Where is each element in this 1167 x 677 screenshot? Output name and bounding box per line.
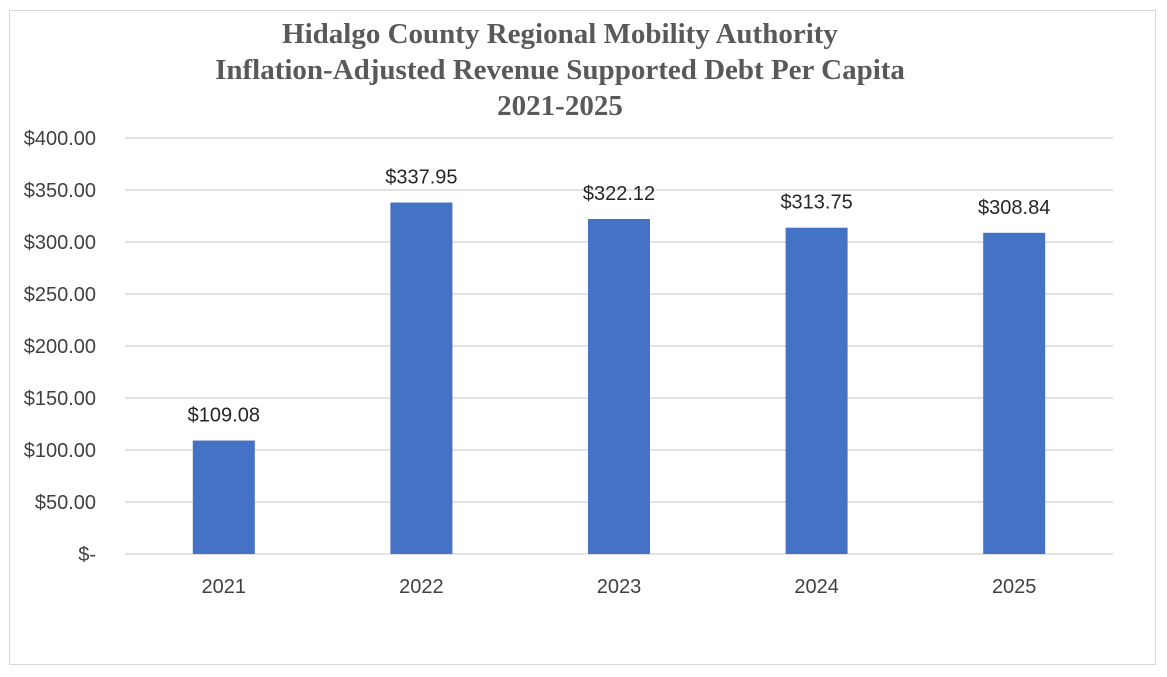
x-tick-label: 2022 [399,576,444,598]
data-label: $313.75 [780,192,852,214]
data-label: $337.95 [385,167,457,189]
y-tick-label: $100.00 [24,440,96,462]
x-tick-label: 2021 [202,576,247,598]
y-tick-label: $200.00 [24,336,96,358]
y-tick-label: $350.00 [24,180,96,202]
data-label: $322.12 [583,183,655,205]
data-label: $109.08 [188,405,260,427]
chart-frame [9,10,1156,665]
data-label: $308.84 [978,197,1050,219]
bar-2024 [785,227,848,554]
bar-2025 [983,232,1046,554]
x-tick-label: 2024 [794,576,839,598]
y-axis-tick-labels: $- $50.00 $100.00 $150.00 $200.00 $250.00 $300… [24,128,96,566]
y-tick-label: $300.00 [24,232,96,254]
bar-2022 [390,202,453,555]
x-tick-label: 2023 [597,576,642,598]
x-axis-tick-labels: 2021 2022 2023 2024 2025 [202,576,1037,598]
y-tick-label: $- [78,544,96,566]
bar-2021 [192,440,255,554]
y-tick-label: $50.00 [35,492,96,514]
y-tick-label: $250.00 [24,284,96,306]
bar-2023 [588,218,650,555]
chart-title-line-3: 2021-2025 [497,90,623,122]
x-tick-label: 2025 [992,576,1037,598]
chart-title-line-1: Hidalgo County Regional Mobility Authori… [282,18,838,50]
bars [192,202,1046,555]
chart-title-line-2: Inflation-Adjusted Revenue Supported Deb… [215,54,905,86]
y-tick-label: $150.00 [24,388,96,410]
y-tick-label: $400.00 [24,128,96,150]
chart-title: Hidalgo County Regional Mobility Authori… [0,16,1120,124]
data-labels: $109.08 $337.95 $322.12 $313.75 $308.84 [188,167,1051,427]
